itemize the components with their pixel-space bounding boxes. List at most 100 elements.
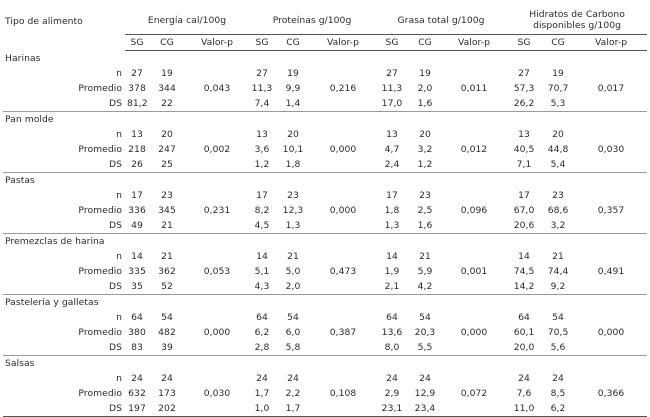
table-cell: 21 bbox=[161, 251, 173, 262]
table-cell: 6,2 bbox=[541, 401, 576, 417]
table-cell: 0,473 bbox=[329, 266, 357, 277]
table-cell: 24 bbox=[131, 373, 143, 384]
statistic-label: Promedio bbox=[78, 327, 122, 338]
sd-row: DS 83 39 2,8 5,8 8,0 5,5 20,0 5,6 bbox=[3, 340, 648, 356]
energy-cg-header: CG bbox=[149, 34, 185, 51]
table-cell: 2,9 bbox=[384, 388, 400, 399]
table-cell: 0,030 bbox=[597, 144, 625, 155]
sd-row: DS 35 52 4,3 2,0 2,1 4,2 14,2 9,2 bbox=[3, 279, 648, 295]
table-cell: 380 bbox=[128, 327, 146, 338]
table-cell: 26,2 bbox=[507, 96, 542, 112]
table-cell: 1,8 bbox=[275, 157, 312, 173]
table-cell: 5,3 bbox=[541, 96, 576, 112]
table-cell bbox=[311, 127, 375, 142]
table-cell: 9,9 bbox=[285, 83, 301, 94]
table-cell bbox=[441, 249, 507, 264]
table-cell: 2,2 bbox=[285, 388, 301, 399]
table-cell bbox=[311, 310, 375, 325]
table-cell: 70,7 bbox=[547, 83, 569, 94]
table-cell: 7,6 bbox=[516, 388, 532, 399]
table-cell: 0,491 bbox=[597, 266, 625, 277]
n-row: n 13 20 13 20 13 20 13 20 bbox=[3, 127, 647, 142]
table-cell: 1,6 bbox=[409, 218, 442, 234]
table-cell: 17 bbox=[518, 190, 530, 201]
mean-row: Promedio 632 173 0,030 1,7 2,2 0,108 2,9 12,9 0,0… bbox=[3, 386, 647, 401]
table-cell: 21 bbox=[552, 251, 564, 262]
table-header: Tipo de alimento Energía cal/100g Proteí… bbox=[3, 6, 648, 51]
table-cell: 247 bbox=[158, 144, 176, 155]
category-row: Pastelería y galletas bbox=[3, 295, 647, 311]
table-cell bbox=[311, 249, 375, 264]
table-cell: 2,5 bbox=[417, 205, 433, 216]
table-cell: 83 bbox=[125, 340, 149, 356]
energy-sg-header: SG bbox=[125, 34, 149, 51]
table-cell: 67,0 bbox=[513, 205, 535, 216]
table-cell bbox=[575, 249, 647, 264]
category-row: Salsas bbox=[3, 356, 647, 372]
table-cell: 54 bbox=[552, 312, 564, 323]
table-cell: 64 bbox=[256, 312, 268, 323]
table-cell: 20 bbox=[287, 129, 299, 140]
table-cell bbox=[441, 279, 508, 295]
table-cell bbox=[575, 371, 647, 386]
table-cell: 0,001 bbox=[460, 266, 488, 277]
table-cell: 5,0 bbox=[285, 266, 301, 277]
table-cell bbox=[575, 127, 647, 142]
table-cell: 4,2 bbox=[409, 279, 442, 295]
table-cell: 20 bbox=[161, 129, 173, 140]
n-row: n 64 54 64 54 64 54 64 54 bbox=[3, 310, 647, 325]
table-cell: 12,9 bbox=[414, 388, 436, 399]
protein-group-header: Proteínas g/100g bbox=[249, 6, 376, 35]
mean-row: Promedio 380 482 0,000 6,2 6,0 0,387 13,6 20,3 0,… bbox=[3, 325, 647, 340]
table-cell: 336 bbox=[128, 205, 146, 216]
table-cell: 11,3 bbox=[381, 83, 403, 94]
table-cell: 54 bbox=[161, 312, 173, 323]
energy-group-header: Energía cal/100g bbox=[125, 6, 250, 35]
table-cell: 1,2 bbox=[409, 157, 442, 173]
n-row: n 27 19 27 19 27 19 27 19 bbox=[3, 66, 647, 81]
table-cell: 19 bbox=[552, 68, 564, 79]
statistic-label: DS bbox=[3, 279, 125, 295]
table-cell bbox=[575, 310, 647, 325]
category-row: Pan molde bbox=[3, 112, 647, 128]
table-cell: 14 bbox=[386, 251, 398, 262]
table-cell: 1,2 bbox=[249, 157, 276, 173]
carbohydrate-group-header: Hidratos de Carbono disponibles g/100g bbox=[507, 6, 648, 35]
table-cell bbox=[575, 218, 648, 234]
protein-p-value-header: Valor-p bbox=[311, 34, 376, 51]
n-row: n 24 24 24 24 24 24 24 24 bbox=[3, 371, 647, 386]
table-cell bbox=[441, 157, 508, 173]
table-cell: 81,2 bbox=[125, 96, 149, 112]
sd-row: DS 26 25 1,2 1,8 2,4 1,2 7,1 5,4 bbox=[3, 157, 648, 173]
table-cell: 0,216 bbox=[329, 83, 357, 94]
nutrition-comparison-table: Tipo de alimento Energía cal/100g Proteí… bbox=[3, 6, 648, 417]
food-type-header: Tipo de alimento bbox=[5, 16, 83, 27]
table-cell: 14 bbox=[256, 251, 268, 262]
statistic-label: DS bbox=[3, 340, 125, 356]
table-cell: 24 bbox=[256, 373, 268, 384]
table-cell bbox=[441, 188, 507, 203]
table-cell: 0,096 bbox=[460, 205, 488, 216]
statistic-label: Promedio bbox=[78, 83, 122, 94]
table-cell: 0,043 bbox=[203, 83, 231, 94]
table-cell: 23 bbox=[552, 190, 564, 201]
table-cell: 57,3 bbox=[513, 83, 535, 94]
table-cell bbox=[441, 218, 508, 234]
table-cell: 19 bbox=[161, 68, 173, 79]
table-cell: 0,017 bbox=[597, 83, 625, 94]
table-cell: 197 bbox=[125, 401, 149, 417]
table-cell: 5,9 bbox=[417, 266, 433, 277]
table-cell: 4,5 bbox=[249, 218, 276, 234]
table-cell: 2,4 bbox=[375, 157, 410, 173]
statistic-label: n bbox=[116, 190, 122, 201]
category-name: Pan molde bbox=[5, 114, 54, 125]
table-cell: 14 bbox=[131, 251, 143, 262]
table-cell: 74,5 bbox=[513, 266, 535, 277]
table-cell: 5,4 bbox=[541, 157, 576, 173]
category-name: Pastelería y galletas bbox=[5, 297, 99, 308]
table-cell: 13 bbox=[386, 129, 398, 140]
table-cell: 4,3 bbox=[249, 279, 276, 295]
table-cell bbox=[311, 66, 375, 81]
table-cell: 74,4 bbox=[547, 266, 569, 277]
table-cell: 35 bbox=[125, 279, 149, 295]
